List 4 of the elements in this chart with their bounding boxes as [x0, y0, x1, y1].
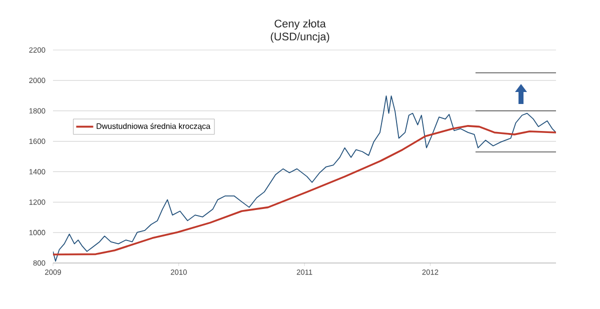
chart-title: Ceny złota [274, 19, 326, 30]
line-series [53, 125, 556, 256]
line-series [53, 95, 556, 262]
chart-subtitle: (USD/uncja) [270, 32, 330, 43]
